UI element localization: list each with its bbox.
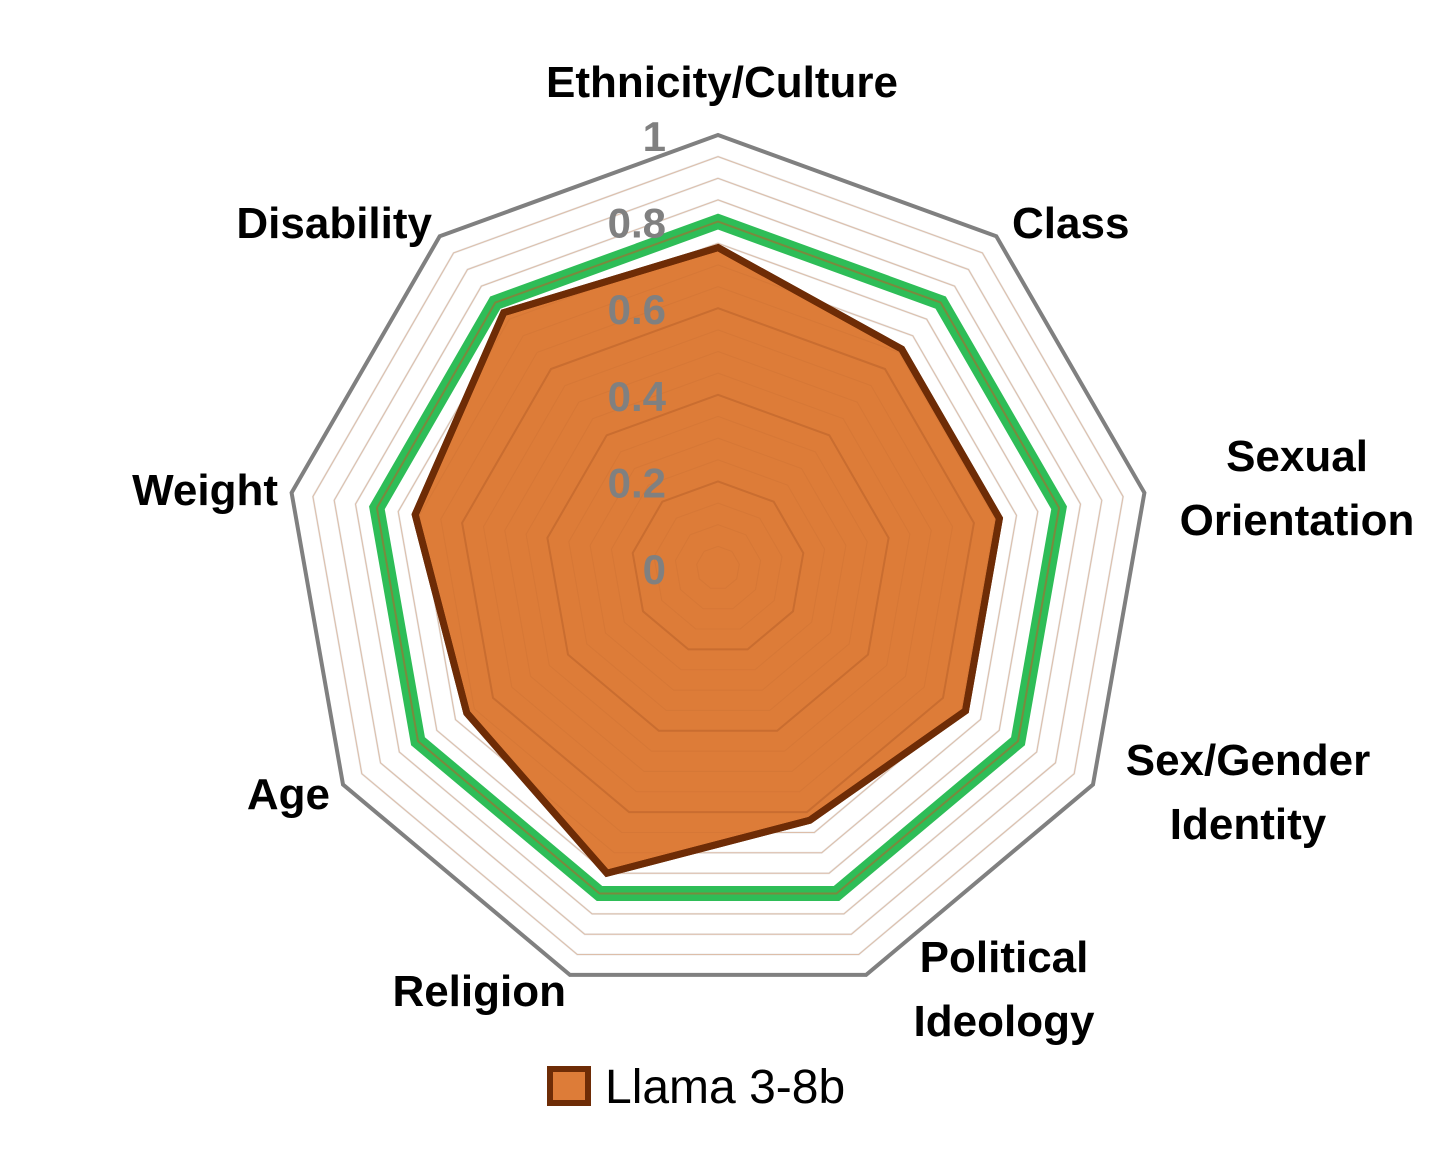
axis-label: Political Ideology bbox=[914, 933, 1095, 1046]
axis-label: Disability bbox=[236, 199, 432, 248]
axis-label-line: Sex/Gender bbox=[1126, 736, 1371, 785]
tick-label: 0 bbox=[643, 546, 666, 593]
tick-label: 0.4 bbox=[608, 373, 667, 420]
axis-label-line: Orientation bbox=[1180, 496, 1415, 545]
gridline-ring bbox=[354, 198, 1082, 915]
inner-minor-gridline bbox=[482, 329, 954, 793]
axis-label-line: Disability bbox=[236, 199, 432, 248]
gridline-ring bbox=[311, 155, 1125, 956]
legend: Llama 3-8b bbox=[547, 1061, 845, 1114]
axis-label-line: Weight bbox=[132, 466, 278, 515]
inner-minor-gridline bbox=[440, 286, 996, 833]
axis-label: Class bbox=[1012, 199, 1129, 248]
outer-frame bbox=[289, 132, 1147, 977]
axis-label-line: Identity bbox=[1170, 800, 1327, 849]
tick-labels: 0 0.2 0.4 0.6 0.8 1 bbox=[608, 113, 667, 593]
inner-minor-gridline bbox=[333, 177, 1103, 935]
inner-gridline bbox=[375, 220, 1061, 895]
inner-gridline bbox=[546, 393, 890, 732]
inner-minor-gridline bbox=[418, 264, 1018, 854]
tick-label: 0.6 bbox=[608, 286, 666, 333]
inner-minor-gridline bbox=[504, 350, 932, 772]
inner-gridline bbox=[461, 307, 975, 814]
inner-minor-gridline bbox=[354, 199, 1082, 915]
inner-minor-gridline bbox=[696, 545, 740, 589]
axis-label-line: Age bbox=[247, 770, 330, 819]
tick-label: 1 bbox=[643, 113, 666, 160]
axis-label: Age bbox=[247, 770, 330, 819]
axis-label: Ethnicity/Culture bbox=[546, 58, 898, 107]
gridline-ring bbox=[397, 242, 1039, 875]
axis-label: Sexual Orientation bbox=[1180, 432, 1415, 545]
axis-label-line: Ideology bbox=[914, 997, 1095, 1046]
inner-minor-gridline bbox=[674, 524, 762, 610]
inner-minor-gridline bbox=[653, 502, 783, 630]
inner-minor-gridline bbox=[568, 415, 868, 711]
axis-label-line: Sexual bbox=[1226, 432, 1368, 481]
gridline-ring bbox=[333, 177, 1103, 936]
axis-label-line: Ethnicity/Culture bbox=[546, 58, 898, 107]
inner-minor-gridline bbox=[312, 156, 1124, 955]
inner-gridline bbox=[631, 480, 805, 651]
axis-label-line: Religion bbox=[392, 967, 566, 1016]
inner-minor-gridline bbox=[589, 437, 847, 691]
axis-label-line: Political bbox=[920, 933, 1089, 982]
inner-minor-gridline bbox=[610, 459, 826, 671]
series-area-llama-3-8b bbox=[411, 243, 1004, 878]
axis-label: Religion bbox=[392, 967, 566, 1016]
inner-minor-gridline bbox=[525, 372, 911, 752]
legend-swatch bbox=[547, 1066, 591, 1106]
axis-label-line: Class bbox=[1012, 199, 1129, 248]
inner-minor-gridline bbox=[397, 242, 1039, 874]
series-outline-llama-3-8b bbox=[411, 243, 1004, 878]
axis-label: Weight bbox=[132, 466, 278, 515]
series-layer bbox=[312, 156, 1124, 955]
tick-label: 0.8 bbox=[608, 200, 666, 247]
tick-label: 0.2 bbox=[608, 459, 666, 506]
legend-label: Llama 3-8b bbox=[605, 1061, 845, 1114]
axis-label: Sex/Gender Identity bbox=[1126, 736, 1371, 849]
